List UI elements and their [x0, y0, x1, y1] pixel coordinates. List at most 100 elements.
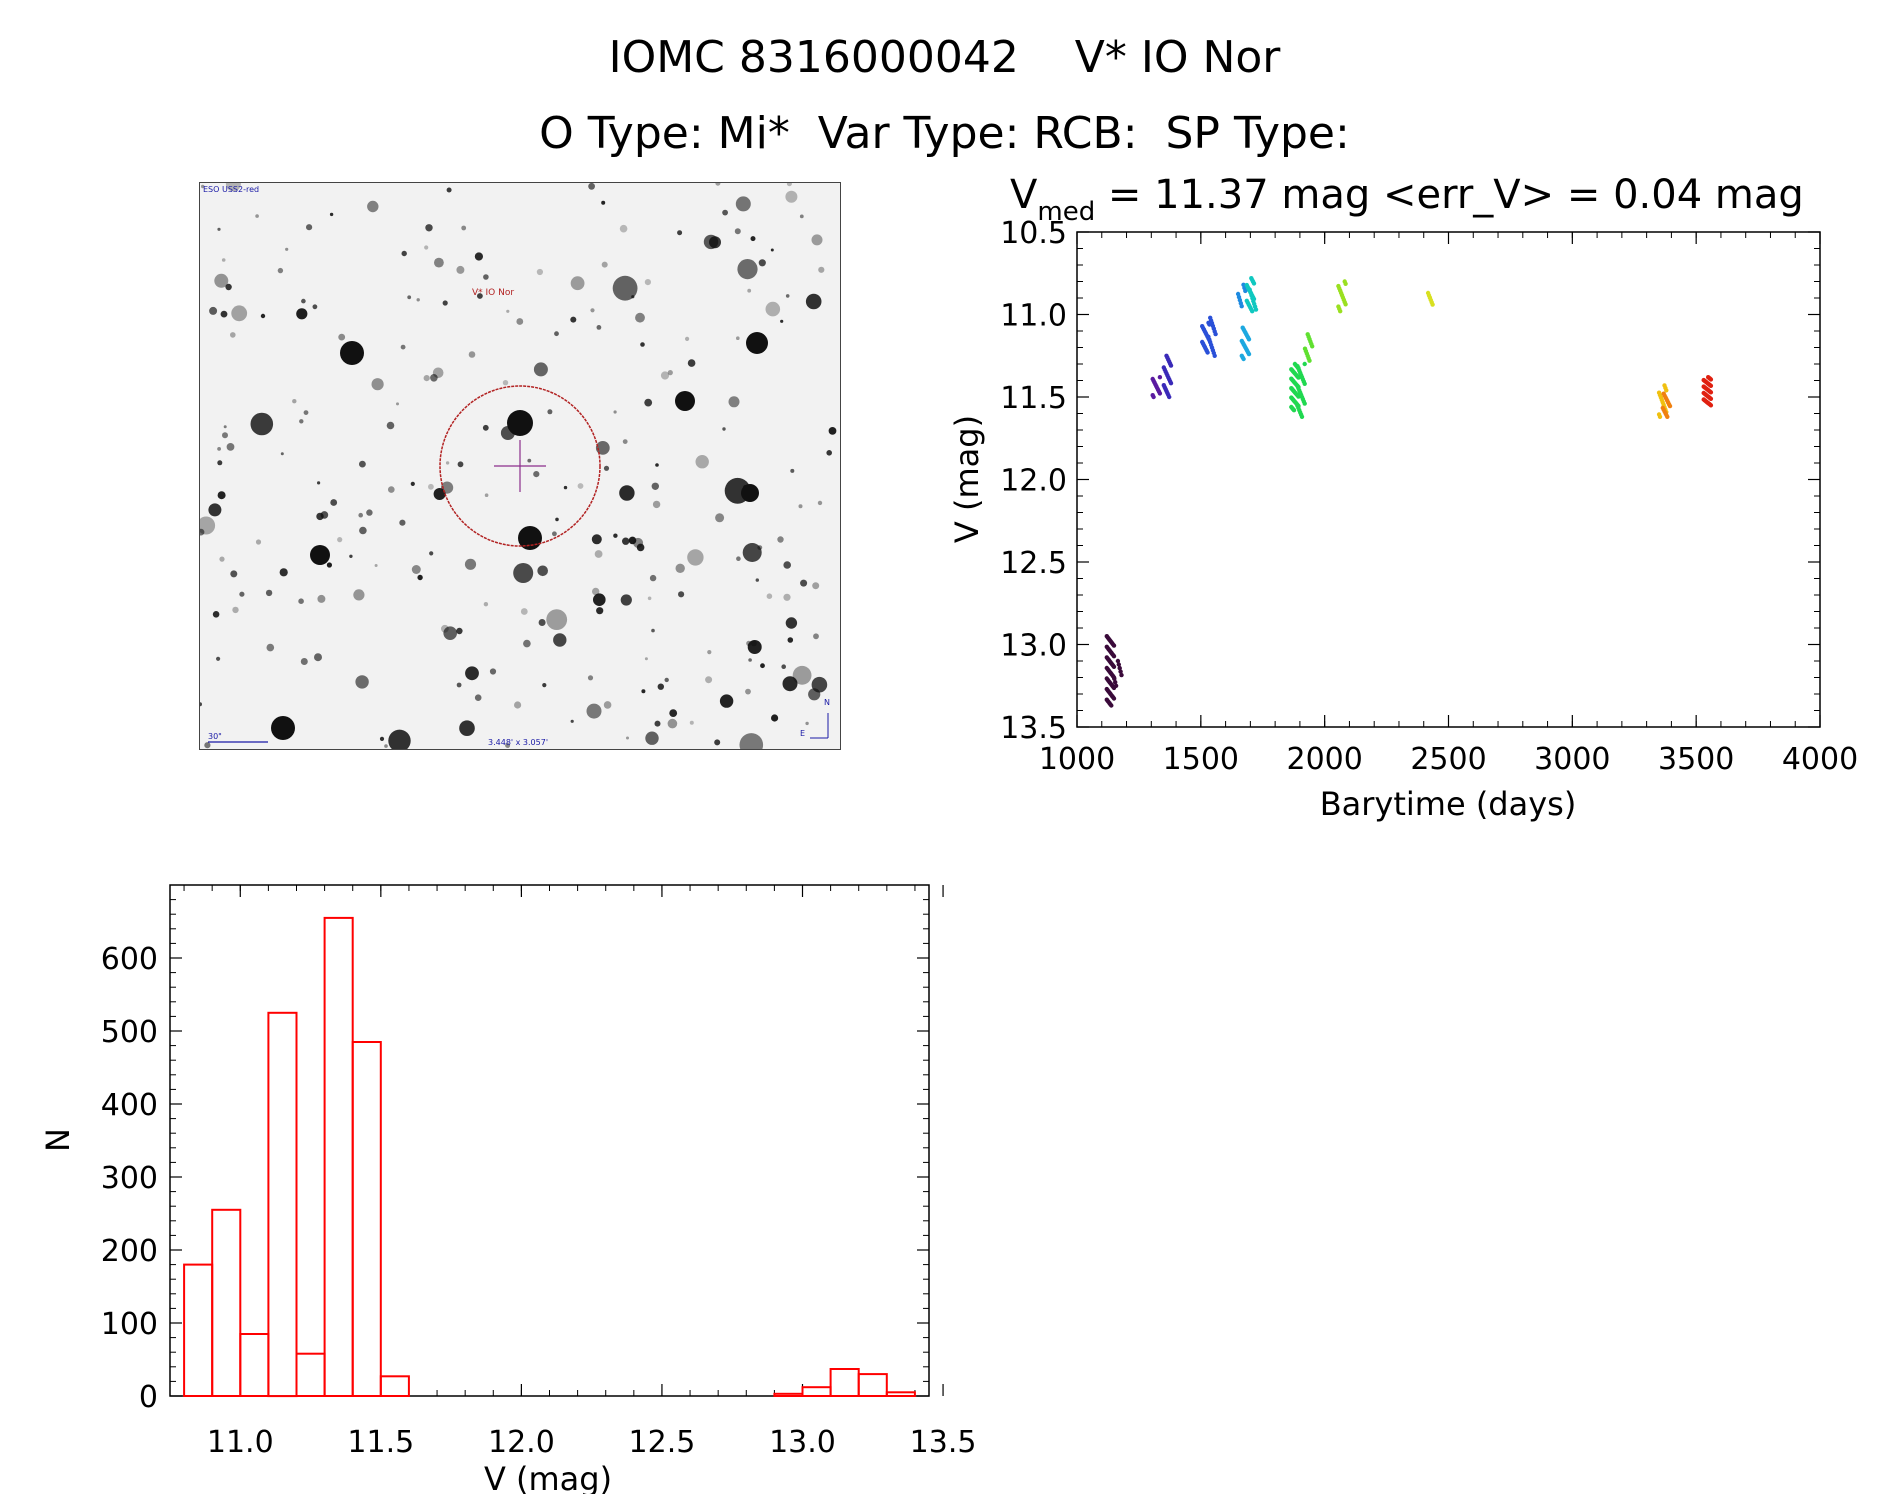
light-curve-point: [1291, 408, 1297, 413]
finder-star: [445, 461, 450, 465]
finder-star: [359, 460, 366, 468]
finder-star: [596, 325, 602, 330]
histogram-y-axis-label: N: [39, 1128, 77, 1152]
y-tick-label: 500: [101, 1015, 158, 1050]
finder-star: [232, 606, 239, 614]
finder-star: [337, 537, 343, 543]
finder-star: [428, 483, 434, 490]
y-tick-label: 100: [101, 1307, 158, 1342]
finder-star: [595, 441, 610, 455]
light-curve-point: [1119, 672, 1124, 678]
histogram-bar: [829, 1368, 860, 1397]
finder-star: [371, 378, 384, 391]
x-tick-label: 12.0: [488, 1425, 555, 1460]
light-curve-point: [1113, 683, 1119, 688]
finder-star: [230, 332, 236, 338]
finder-star: [687, 359, 696, 367]
finder-star: [787, 637, 794, 643]
finder-star: [433, 488, 446, 500]
finder-star: [407, 295, 412, 300]
finder-star: [755, 578, 759, 582]
light-curve-points: [1104, 276, 1714, 708]
finder-star: [745, 688, 751, 695]
finder-star: [477, 293, 483, 299]
finder-star: [255, 214, 259, 218]
finder-star: [388, 729, 411, 749]
finder-star: [219, 556, 225, 562]
finder-star: [735, 196, 751, 212]
finder-star: [442, 300, 448, 306]
finder-star: [298, 598, 304, 604]
finder-star: [626, 736, 629, 740]
histogram-bar: [323, 916, 354, 1398]
finder-star: [533, 471, 540, 478]
light-curve-y-axis-label: V (mag): [948, 415, 986, 543]
finder-star: [736, 336, 740, 340]
finder-star: [209, 306, 218, 315]
light-curve-point: [1310, 344, 1315, 349]
light-curve-point: [1302, 401, 1307, 406]
finder-star: [631, 295, 635, 299]
light-curve-point: [1111, 654, 1117, 659]
histogram-bars: [183, 916, 916, 1398]
light-curve-point: [1246, 351, 1252, 357]
finder-star: [687, 549, 704, 566]
histogram-bar: [183, 1263, 214, 1397]
finder-star: [464, 558, 477, 570]
x-tick-label: 1500: [1163, 742, 1239, 777]
finder-star: [647, 596, 652, 601]
light-curve-point: [1116, 662, 1122, 667]
light-curve-point: [1708, 383, 1714, 388]
light-curve-point: [1253, 307, 1259, 312]
y-tick-label: 11.5: [1000, 381, 1067, 416]
finder-star: [538, 619, 546, 626]
histogram-x-axis-label: V (mag): [484, 1460, 612, 1494]
y-tick-label: 12.5: [1000, 546, 1067, 581]
finder-star: [760, 663, 765, 669]
finder-star: [424, 245, 429, 250]
finder-star: [792, 665, 812, 685]
finder-star: [216, 656, 221, 661]
finder-star: [705, 676, 713, 684]
finder-star: [553, 633, 567, 647]
finder-star: [434, 257, 444, 268]
y-tick-label: 13.5: [1000, 711, 1067, 746]
finder-star: [649, 574, 657, 582]
finder-star: [223, 425, 227, 429]
finder-star: [474, 252, 483, 261]
finder-chart-canvas: ESO USS2-red V* IO Nor 30" 3.448' x 3.05…: [200, 183, 840, 749]
light-curve-point: [1115, 658, 1121, 664]
finder-star: [225, 283, 232, 291]
finder-star: [221, 258, 226, 262]
x-tick-label: 4000: [1782, 742, 1858, 777]
finder-star: [651, 482, 659, 490]
finder-star: [265, 589, 273, 597]
light-curve-point: [1250, 309, 1255, 314]
finder-star: [285, 247, 289, 251]
finder-star: [826, 450, 832, 456]
finder-star: [312, 304, 318, 310]
finder-star: [622, 537, 630, 545]
finder-star: [468, 351, 476, 358]
finder-star: [737, 259, 758, 280]
finder-star: [429, 551, 434, 556]
finder-star: [736, 556, 741, 561]
finder-star: [396, 402, 399, 406]
finder-star: [689, 720, 694, 725]
finder-star: [644, 279, 651, 286]
light-curve-point: [1657, 414, 1663, 419]
finder-star: [505, 743, 511, 748]
finder-star: [516, 318, 524, 325]
finder-star: [200, 516, 216, 535]
light-curve-point: [1167, 394, 1172, 400]
light-curve-point: [1430, 302, 1435, 307]
histogram-bar: [801, 1386, 832, 1397]
finder-star: [513, 563, 534, 583]
finder-star: [783, 593, 791, 601]
finder-star: [817, 500, 823, 506]
finder-star: [644, 398, 653, 407]
finder-star: [483, 602, 489, 607]
finder-star: [655, 463, 659, 467]
finder-star: [786, 183, 792, 187]
finder-star: [695, 455, 709, 469]
